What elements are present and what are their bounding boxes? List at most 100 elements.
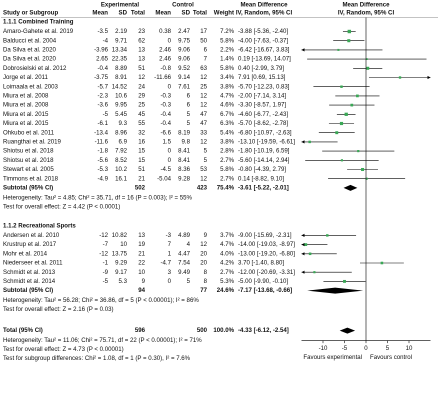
ctl-cell: 6 [187,102,191,109]
ctl-cell: 4.89 [178,232,190,239]
md-ci: -9.00 [-15.69, -2.31] [238,232,292,239]
weight: 2.7% [220,157,234,164]
exp-cell: 5.45 [115,111,127,118]
exp-cell: 9.71 [115,37,127,44]
subgroup-test: Test for subgroup differences: Chi² = 1.… [3,355,191,362]
effect-square [340,85,343,88]
ctl-cell: -5.04 [157,175,172,182]
x-tick-label: -10 [319,345,328,352]
exp-cell: 16 [138,139,145,146]
exp-cell: -5.3 [97,166,108,173]
header-mean: Mean [155,10,171,17]
summary-exp-total: 94 [138,287,145,294]
weight: 6.7% [220,111,234,118]
x-tick-label: 0 [364,345,368,352]
ctl-cell: 63 [200,65,207,72]
favours-left: Favours experimental [303,354,362,361]
ctl-cell: 8.36 [178,166,190,173]
ctl-cell: 9.52 [178,65,190,72]
ctl-cell: 0 [168,157,172,164]
summary-label: Subtotal (95% CI) [3,185,53,192]
effect-square [365,58,368,60]
ctl-cell: 47 [200,120,207,127]
exp-cell: 21 [138,250,145,257]
exp-cell: -5.6 [97,157,108,164]
study-name: Loimaala et al. 2003 [3,83,58,90]
exp-cell: -3.5 [97,28,108,35]
exp-cell: 22 [138,260,145,267]
ctl-cell: -0.4 [160,120,171,127]
header-weight: Weight [214,10,234,17]
ctl-cell: 5 [204,148,208,155]
effect-square [347,29,352,34]
exp-cell: 8.91 [115,74,127,81]
summary-diamond [339,327,356,334]
md-ci: 0.19 [-13.69, 14.07] [238,56,291,63]
weight: 5.8% [220,166,234,173]
header-mean: Mean [92,10,108,17]
effect-square [326,234,329,237]
x-tick-label: 5 [386,345,390,352]
ctl-cell: 5 [187,111,191,118]
exp-cell: 7.92 [115,148,127,155]
ctl-cell: 20 [200,250,207,257]
ci-arrow [301,48,305,52]
study-name: Mohr et al. 2014 [3,250,48,257]
header-method: IV, Random, 95% CI [236,10,293,17]
effect-square [347,39,351,43]
exp-cell: -0.4 [97,65,108,72]
effect-square [380,261,384,265]
ctl-cell: -11.66 [154,74,171,81]
ctl-cell: 1.5 [163,139,172,146]
exp-cell: -7 [103,241,109,248]
exp-cell: 19 [138,241,145,248]
effect-square [308,140,311,144]
header-control: Control [172,2,194,9]
ctl-cell: 9.14 [178,74,190,81]
exp-cell: 21 [138,175,145,182]
header-method: IV, Random, 95% CI [338,10,395,17]
ctl-cell: 9.75 [178,37,190,44]
weight: 7.2% [220,28,234,35]
md-ci: -0.80 [-4.39, 2.79] [238,166,286,173]
effect-square [308,252,312,256]
ctl-cell: -0.4 [160,111,171,118]
exp-cell: 15 [138,157,145,164]
study-name: Timmons et al. 2018 [3,175,59,182]
study-name: Schmidt et al. 2013 [3,269,56,276]
exp-cell: 15 [138,148,145,155]
exp-cell: 8.96 [115,129,127,136]
weight: 1.4% [220,56,234,63]
exp-cell: 51 [138,166,145,173]
study-name: Miura et al. 2015 [3,120,49,127]
ctl-cell: 12 [200,241,207,248]
weight: 2.7% [220,269,234,276]
md-ci: -6.80 [-10.97, -2.63] [238,129,292,136]
ctl-cell: 0 [168,278,172,285]
weight: 4.7% [220,241,234,248]
study-name: Da Silva et al. 2020 [3,56,56,63]
exp-cell: 10.2 [115,166,127,173]
summary-weight: 100.0% [213,327,234,334]
exp-cell: -12 [99,250,108,257]
study-name: Stewart et al. 2005 [3,166,54,173]
ctl-cell: 2.46 [159,47,171,54]
md-ci: -4.60 [-6.77, -2.43] [238,111,288,118]
effect-square [340,159,343,162]
heterogeneity: Heterogeneity: Tau² = 4.85; Chi² = 35.71… [3,195,193,202]
exp-cell: 55 [138,120,145,127]
ctl-cell: -4.7 [160,260,171,267]
study-name: Schmidt et al. 2014 [3,278,56,285]
ctl-cell: 7 [168,241,172,248]
ctl-cell: 6 [187,93,191,100]
exp-cell: 23 [138,28,145,35]
ctl-cell: 0 [168,37,172,44]
study-name: Shiotsu et al. 2018 [3,157,54,164]
exp-cell: 24 [138,83,145,90]
summary-ctl-total: 423 [197,185,208,192]
weight: 4.2% [220,260,234,267]
summary-exp-total: 596 [135,327,146,334]
ctl-cell: 0.38 [159,28,171,35]
exp-cell: -3.6 [97,102,108,109]
